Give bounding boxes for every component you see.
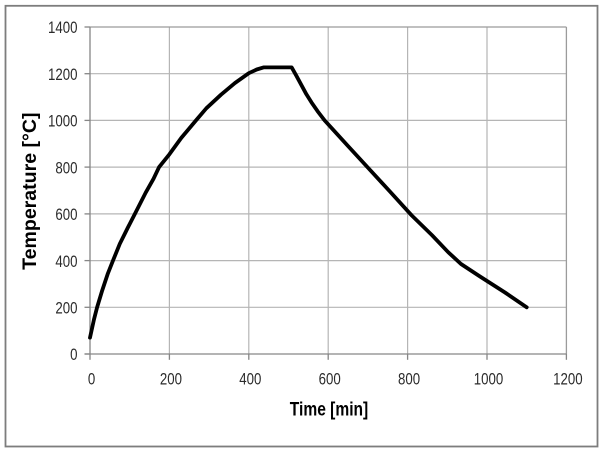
svg-text:200: 200 <box>55 299 77 318</box>
svg-text:200: 200 <box>160 370 182 389</box>
svg-text:800: 800 <box>55 159 77 178</box>
svg-text:400: 400 <box>239 370 261 389</box>
svg-text:1200: 1200 <box>553 370 582 389</box>
svg-text:1000: 1000 <box>48 112 77 131</box>
svg-text:1200: 1200 <box>48 65 77 84</box>
svg-text:600: 600 <box>55 206 77 225</box>
svg-text:0: 0 <box>88 370 95 389</box>
svg-text:Temperature [°C]: Temperature [°C] <box>20 113 41 270</box>
svg-text:400: 400 <box>55 252 77 271</box>
svg-text:800: 800 <box>398 370 420 389</box>
svg-text:0: 0 <box>70 346 77 365</box>
svg-text:1000: 1000 <box>474 370 503 389</box>
svg-text:600: 600 <box>319 370 341 389</box>
svg-text:1400: 1400 <box>48 19 77 38</box>
svg-text:Time [min]: Time [min] <box>290 398 368 420</box>
